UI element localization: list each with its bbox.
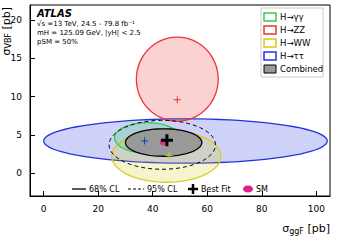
svg-text:40: 40 <box>147 204 159 214</box>
svg-text:[pb]: [pb] <box>304 222 330 235</box>
svg-text:pSM = 50%: pSM = 50% <box>37 38 78 46</box>
svg-text:15: 15 <box>11 53 22 63</box>
svg-text:VBF: VBF <box>4 33 13 49</box>
svg-text:68% CL: 68% CL <box>89 185 120 194</box>
svg-text:SM: SM <box>256 184 268 194</box>
svg-text:H→ττ: H→ττ <box>280 51 304 61</box>
svg-text:Combined: Combined <box>280 64 323 74</box>
svg-text:60: 60 <box>202 204 214 214</box>
svg-text:H→γγ: H→γγ <box>280 12 304 22</box>
svg-text:20: 20 <box>11 15 23 25</box>
svg-text:100: 100 <box>308 204 325 214</box>
svg-text:0: 0 <box>41 204 47 214</box>
svg-text:ATLAS: ATLAS <box>36 8 72 19</box>
svg-text:H→WW: H→WW <box>280 38 311 48</box>
svg-text:H→ZZ: H→ZZ <box>280 25 305 35</box>
svg-text:95% CL: 95% CL <box>147 185 178 194</box>
svg-text:σ: σ <box>282 222 289 235</box>
svg-text:5: 5 <box>16 130 22 140</box>
svg-text:√s =13 TeV, 24.5 - 79.8 fb⁻¹: √s =13 TeV, 24.5 - 79.8 fb⁻¹ <box>37 20 135 28</box>
svg-text:ggF: ggF <box>289 227 304 236</box>
svg-text:10: 10 <box>11 92 23 102</box>
svg-text:80: 80 <box>256 204 268 214</box>
svg-text:0: 0 <box>16 168 22 178</box>
svg-text:20: 20 <box>92 204 104 214</box>
svg-text:Best Fit: Best Fit <box>201 185 231 194</box>
svg-text:mH = 125.09 GeV, |yH| < 2.5: mH = 125.09 GeV, |yH| < 2.5 <box>37 29 141 37</box>
